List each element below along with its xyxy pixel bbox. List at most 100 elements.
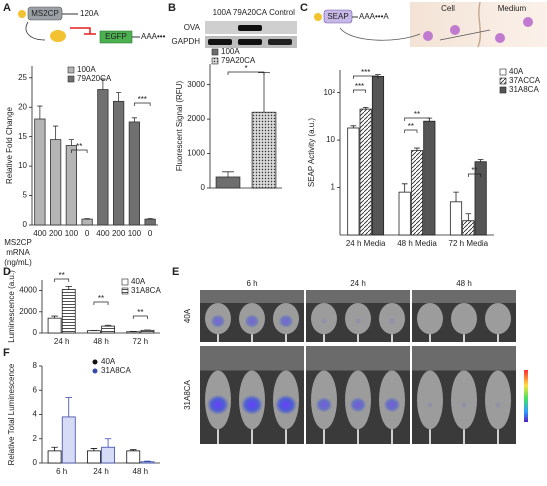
legend-label: 79A20CA [77, 74, 112, 83]
signal [354, 318, 362, 325]
legend-label: 31A8CA [131, 286, 161, 295]
x-tick-label: 200 [112, 229, 126, 238]
y-tick-label: 0 [33, 458, 38, 467]
bar [371, 75, 385, 236]
signal [315, 397, 333, 413]
y-tick-label: 2000 [187, 114, 205, 123]
bar [347, 127, 360, 236]
lane-label: 100A [213, 8, 232, 17]
y-axis-label: SEAP Activity (a.u.) [307, 118, 316, 188]
y-tick-label: 0 [201, 183, 206, 192]
photo-top [200, 346, 304, 371]
photo-top [306, 346, 410, 371]
error-bar [401, 183, 408, 193]
bar [47, 317, 62, 334]
bar [61, 416, 76, 464]
x-tick-label: 48 h [93, 337, 109, 346]
panel-label: F [3, 347, 10, 359]
tail-label: AAA•••A [359, 12, 389, 21]
x-tick-label: 24 h [93, 467, 109, 476]
error-bar [51, 446, 58, 451]
row-label: GAPDH [172, 37, 201, 46]
bar [398, 191, 411, 236]
y-tick-label: 2000 [19, 307, 37, 316]
western-blot: 100A 79A20CA Control OVA GAPDH [172, 8, 297, 48]
significance-label: ** [76, 142, 82, 151]
bar [65, 145, 77, 226]
panel-label: D [3, 266, 11, 278]
gene-label: SEAP [327, 12, 348, 21]
signal [244, 314, 260, 329]
legend-swatch [67, 75, 75, 83]
y-axis-label: Fluorescent Signal (RFU) [175, 81, 184, 172]
bar [215, 176, 241, 189]
mouse [451, 303, 477, 335]
legend-swatch [499, 77, 507, 85]
x-tick-label: 0 [85, 229, 90, 238]
bar [81, 218, 93, 226]
bar [101, 446, 115, 464]
signal [426, 401, 434, 408]
significance-label: ** [59, 271, 65, 280]
significance-bracket [93, 301, 109, 305]
bar [449, 201, 463, 236]
error-bar [100, 78, 106, 90]
time-label: 24 h [350, 279, 366, 288]
legend-label: 40A [131, 277, 146, 286]
error-bar [465, 213, 472, 221]
legend-swatch [121, 278, 129, 286]
legend-swatch [499, 86, 507, 94]
panel-label: C [300, 2, 308, 14]
bar [410, 150, 424, 236]
bar [251, 111, 277, 189]
signal [460, 401, 468, 408]
image-panel: 6 h 24 h 48 h 40A 31A8CA [183, 279, 528, 444]
photo-top [412, 346, 516, 371]
error-bar [258, 72, 270, 113]
significance-bracket [71, 149, 88, 153]
legend-marker [92, 368, 98, 374]
x-tick-label: 24 h [54, 337, 70, 346]
significance-label: ** [408, 122, 414, 131]
colorbar [524, 370, 528, 422]
reporter-tail: AAA••• [141, 32, 166, 41]
significance-bracket [227, 71, 265, 75]
legend-swatch [499, 68, 507, 76]
x-tick-label: 72 h [133, 337, 149, 346]
error-bar [453, 191, 459, 202]
y-tick-label: 1000 [187, 149, 205, 158]
significance-label: *** [361, 68, 370, 77]
error-bar [414, 147, 420, 151]
mouse [485, 303, 511, 335]
x-tick-label: 24 h Media [346, 239, 386, 248]
significance-label: ** [98, 294, 104, 303]
y-tick-label: 4000 [19, 286, 37, 295]
gene-label: MS2CP [31, 9, 59, 18]
signal [278, 314, 294, 329]
error-bar [362, 106, 369, 110]
error-bar [116, 92, 122, 102]
signal [210, 314, 226, 329]
mouse [417, 370, 443, 430]
x-tick-label: 100 [65, 229, 79, 238]
error-bar [104, 438, 112, 448]
diagram-a: MS2CP 120A EGFP AAA••• [18, 6, 166, 44]
error-bar [51, 315, 58, 319]
signal [349, 397, 367, 413]
bar [101, 325, 115, 334]
y-tick-label: 2 [33, 434, 38, 443]
error-bar [222, 171, 234, 177]
group-label: 31A8CA [183, 379, 192, 409]
significance-label: * [244, 64, 247, 73]
legend-swatch [121, 287, 129, 295]
legend-label: 79A20CA [221, 56, 256, 65]
error-bar [129, 449, 137, 451]
error-bar [131, 117, 137, 122]
error-bar [147, 218, 153, 220]
significance-bracket [134, 102, 151, 106]
significance-label: ** [471, 166, 477, 175]
legend-label: 100A [77, 65, 96, 74]
photo-top [412, 290, 516, 303]
significance-bracket [352, 89, 367, 93]
